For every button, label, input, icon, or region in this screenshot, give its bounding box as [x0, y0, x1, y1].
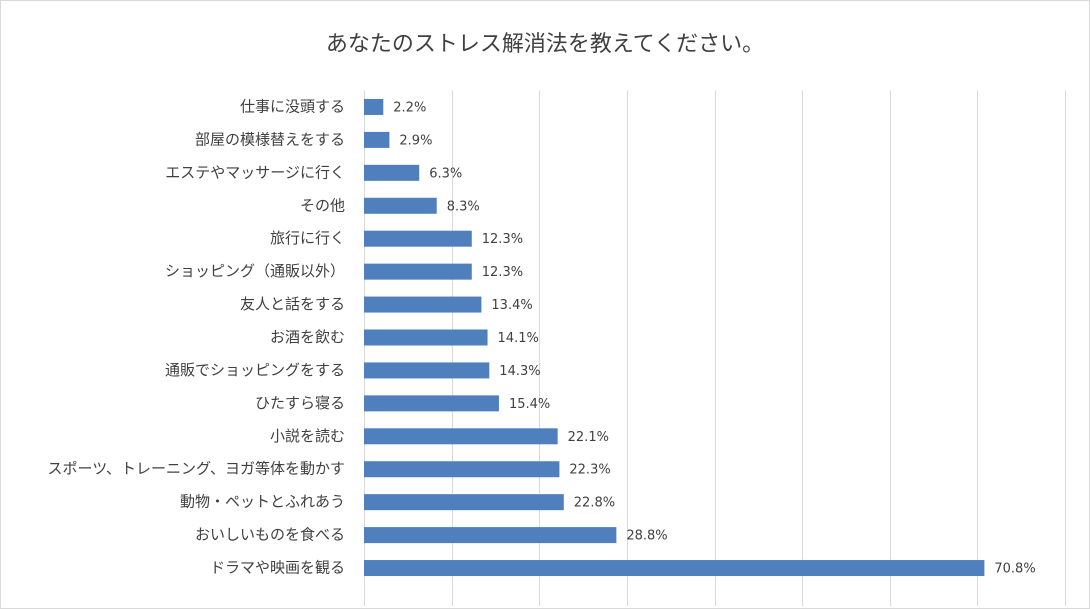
bar: [364, 461, 560, 478]
bar: [364, 527, 617, 544]
y-tick-label: エステやマッサージに行く: [165, 163, 345, 181]
y-tick-label: 旅行に行く: [270, 229, 345, 247]
value-label: 14.1%: [498, 331, 539, 346]
y-tick-label: 通販でショッピングをする: [165, 361, 345, 379]
y-tick-label: おいしいものを食べる: [195, 526, 345, 544]
bar: [364, 494, 564, 511]
value-label: 2.9%: [399, 133, 432, 148]
bar: [364, 329, 488, 346]
value-label: 22.8%: [574, 496, 615, 511]
bar: [364, 362, 490, 379]
bar: [364, 98, 384, 115]
bar: [364, 395, 499, 412]
value-label: 15.4%: [509, 397, 550, 412]
y-tick-label: スポーツ、トレーニング、ヨガ等体を動かす: [48, 460, 345, 478]
value-label: 8.3%: [447, 199, 480, 214]
value-label: 13.4%: [491, 298, 532, 313]
bar: [364, 230, 472, 247]
y-tick-label: 仕事に没頭する: [240, 97, 345, 115]
y-tick-label: 友人と話をする: [240, 295, 345, 313]
value-label: 22.1%: [568, 430, 609, 445]
bar: [364, 560, 985, 577]
value-label: 70.8%: [994, 562, 1035, 577]
bar: [364, 263, 472, 280]
y-tick-label: その他: [300, 196, 345, 214]
value-label: 22.3%: [569, 463, 610, 478]
bar: [364, 197, 437, 214]
bar: [364, 296, 482, 313]
value-label: 28.8%: [626, 529, 667, 544]
value-label: 14.3%: [499, 364, 540, 379]
bar: [364, 131, 390, 148]
y-tick-label: 動物・ペットとふれあう: [180, 493, 345, 511]
y-tick-label: 部屋の模様替えをする: [195, 130, 345, 148]
value-label: 12.3%: [482, 265, 523, 280]
y-tick-label: お酒を飲む: [270, 328, 345, 346]
bar: [364, 164, 420, 181]
y-tick-label: ドラマや映画を観る: [210, 559, 345, 577]
value-label: 2.2%: [393, 100, 426, 115]
value-label: 12.3%: [482, 232, 523, 247]
bar: [364, 428, 558, 445]
chart-title: あなたのストレス解消法を教えてください。: [326, 32, 764, 57]
y-tick-label: 小説を読む: [270, 427, 345, 445]
y-tick-label: ひたすら寝る: [255, 394, 345, 412]
y-tick-label: ショッピング（通販以外）: [165, 262, 345, 280]
value-label: 6.3%: [429, 166, 462, 181]
